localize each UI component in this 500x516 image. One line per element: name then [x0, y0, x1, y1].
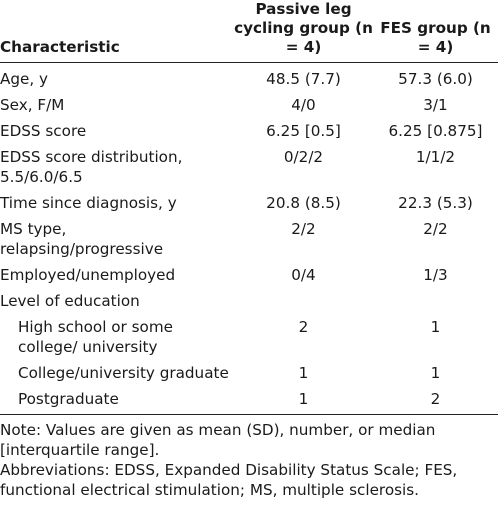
values-note: Note: Values are given as mean (SD), num…: [0, 421, 436, 459]
fes-group-value: 22.3 (5.3): [398, 194, 473, 212]
abbreviations-note: Abbreviations: EDSS, Expanded Disability…: [0, 461, 458, 499]
fes-group-value: 1/3: [423, 266, 448, 284]
passive-group-value: 2/2: [291, 220, 316, 238]
fes-group-value: 57.3 (6.0): [398, 70, 473, 88]
row-label: Employed/unemployed: [0, 266, 176, 284]
passive-group-value: 1: [298, 364, 309, 382]
passive-group-value: 20.8 (8.5): [266, 194, 341, 212]
table-row: College/university graduate 1 1: [0, 363, 498, 389]
table-row: Postgraduate 1 2: [0, 389, 498, 415]
passive-group-value: 0/4: [291, 266, 316, 284]
fes-group-value: 2/2: [423, 220, 448, 238]
table-row: MS type, relapsing/progressive 2/2 2/2: [0, 219, 498, 265]
row-label: High school or some college/ university: [18, 318, 173, 356]
row-label: Level of education: [0, 292, 140, 310]
table-row-section-heading: Level of education: [0, 291, 498, 317]
row-label: Time since diagnosis, y: [0, 194, 177, 212]
table-row: Age, y 48.5 (7.7) 57.3 (6.0): [0, 63, 498, 96]
table-header: Characteristic Passive leg cycling group…: [0, 0, 498, 63]
table-body: Age, y 48.5 (7.7) 57.3 (6.0) Sex, F/M 4/…: [0, 63, 498, 415]
fes-group-value: 1: [430, 364, 441, 382]
header-passive-leg-cycling-group: Passive leg cycling group (n = 4): [234, 0, 373, 63]
passive-group-value: 2: [298, 318, 309, 336]
row-label: College/university graduate: [18, 364, 229, 382]
fes-group-value: 6.25 [0.875]: [388, 122, 483, 140]
passive-group-value: 1: [234, 389, 373, 415]
table-footnotes: Note: Values are given as mean (SD), num…: [0, 415, 494, 500]
row-label: Postgraduate: [0, 389, 234, 415]
row-label: Age, y: [0, 70, 49, 88]
table-row: Employed/unemployed 0/4 1/3: [0, 265, 498, 291]
fes-group-value: 1/1/2: [415, 148, 456, 166]
passive-group-value: 4/0: [291, 96, 316, 114]
table-row: EDSS score distribution, 5.5/6.0/6.5 0/2…: [0, 147, 498, 193]
table-row: Time since diagnosis, y 20.8 (8.5) 22.3 …: [0, 193, 498, 219]
table-row: EDSS score 6.25 [0.5] 6.25 [0.875]: [0, 121, 498, 147]
table-row: High school or some college/ university …: [0, 317, 498, 363]
row-label: EDSS score distribution, 5.5/6.0/6.5: [0, 148, 183, 186]
header-characteristic: Characteristic: [0, 0, 234, 63]
table-row: Sex, F/M 4/0 3/1: [0, 95, 498, 121]
fes-group-value: 3/1: [423, 96, 448, 114]
characteristics-table: Characteristic Passive leg cycling group…: [0, 0, 498, 415]
row-label: EDSS score: [0, 122, 87, 140]
passive-group-value: 48.5 (7.7): [266, 70, 341, 88]
passive-group-value: [234, 291, 373, 317]
header-fes-group: FES group (n = 4): [373, 0, 498, 63]
row-label: Sex, F/M: [0, 96, 65, 114]
table-container: Characteristic Passive leg cycling group…: [0, 0, 498, 500]
fes-group-value: 2: [373, 389, 498, 415]
passive-group-value: 6.25 [0.5]: [266, 122, 341, 140]
fes-group-value: [373, 291, 498, 317]
row-label: MS type, relapsing/progressive: [0, 220, 164, 258]
passive-group-value: 0/2/2: [283, 148, 324, 166]
fes-group-value: 1: [430, 318, 441, 336]
